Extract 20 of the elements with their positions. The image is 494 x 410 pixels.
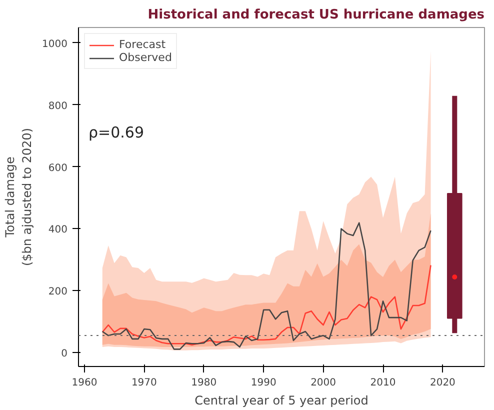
x-tick-label: 2000: [310, 378, 336, 388]
y-tick-label: 0: [61, 348, 68, 360]
x-tick-label: 2010: [370, 378, 396, 388]
line-series: [102, 264, 432, 346]
y-tick-label: 800: [48, 100, 68, 112]
x-tick-label: 1990: [250, 378, 276, 388]
x-tick-label: 1980: [191, 378, 217, 388]
y-tick-label: 1000: [42, 38, 68, 50]
chart-title: Historical and forecast US hurricane damages: [148, 8, 485, 22]
annotation: ρ=0.69: [88, 124, 144, 142]
x-tick-label: 1960: [72, 378, 98, 388]
y-tick-label: 200: [48, 286, 68, 298]
x-axis-title: Central year of 5 year period: [194, 394, 368, 408]
legend-label: Forecast: [119, 38, 166, 51]
legend-label: Observed: [119, 51, 172, 64]
x-tick-label: 2020: [430, 378, 456, 388]
y-axis-title: Total damage ($bn ajdusted to 2020): [3, 128, 34, 266]
y-tick-label: 600: [48, 162, 68, 174]
x-tick-label: 1970: [131, 378, 157, 388]
y-tick-label: 400: [48, 224, 68, 236]
